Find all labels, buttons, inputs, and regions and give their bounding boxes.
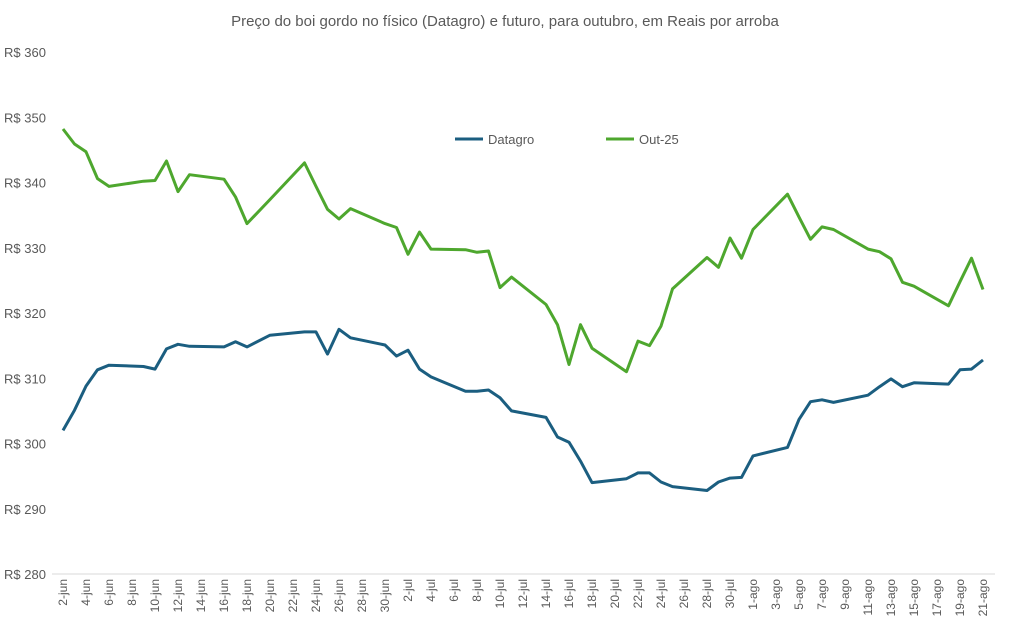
- legend: Datagro Out-25: [455, 132, 679, 147]
- legend-item-out25: Out-25: [606, 132, 679, 147]
- x-tick-label: 30-jul: [723, 579, 737, 608]
- x-tick-label: 4-jun: [79, 579, 93, 606]
- x-tick-label: 18-jul: [585, 579, 599, 608]
- series-out-25: [61, 128, 985, 374]
- x-tick-label: 30-jun: [378, 579, 392, 612]
- x-tick-label: 14-jul: [539, 579, 553, 608]
- x-tick-label: 2-jun: [56, 579, 70, 606]
- x-tick-label: 6-jun: [102, 579, 116, 606]
- x-tick-label: 22-jul: [631, 579, 645, 608]
- x-tick-label: 12-jul: [516, 579, 530, 608]
- y-tick-label: R$ 290: [4, 502, 46, 517]
- x-tick-label: 26-jun: [332, 579, 346, 612]
- x-tick-label: 28-jun: [355, 579, 369, 612]
- x-tick-label: 28-jul: [700, 579, 714, 608]
- y-axis: R$ 280 R$ 290 R$ 300 R$ 310 R$ 320 R$ 330 R$ 3…: [4, 45, 46, 582]
- series-line: [61, 327, 984, 492]
- x-tick-label: 26-jul: [677, 579, 691, 608]
- y-tick-label: R$ 350: [4, 110, 46, 125]
- y-tick-label: R$ 340: [4, 176, 46, 191]
- y-tick-label: R$ 330: [4, 241, 46, 256]
- x-tick-label: 2-jul: [401, 579, 415, 602]
- x-tick-label: 12-jun: [171, 579, 185, 612]
- x-tick-label: 16-jun: [217, 579, 231, 612]
- x-tick-label: 8-jul: [470, 579, 484, 602]
- legend-label-datagro: Datagro: [488, 132, 534, 147]
- x-tick-label: 7-ago: [815, 579, 829, 610]
- x-tick-label: 4-jul: [424, 579, 438, 602]
- x-tick-label: 10-jul: [493, 579, 507, 608]
- x-axis: 2-jun 4-jun 6-jun 8-jun 10-jun 12-jun 14-jun 16…: [56, 579, 990, 617]
- y-tick-label: R$ 310: [4, 371, 46, 386]
- x-tick-label: 13-ago: [884, 579, 898, 617]
- x-tick-label: 3-ago: [769, 579, 783, 610]
- x-tick-label: 8-jun: [125, 579, 139, 606]
- x-tick-label: 18-jun: [240, 579, 254, 612]
- y-tick-label: R$ 280: [4, 567, 46, 582]
- x-tick-label: 11-ago: [861, 579, 875, 616]
- x-tick-label: 14-jun: [194, 579, 208, 612]
- x-tick-label: 6-jul: [447, 579, 461, 602]
- x-tick-label: 16-jul: [562, 579, 576, 608]
- series-datagro: [61, 327, 984, 492]
- y-tick-label: R$ 360: [4, 45, 46, 60]
- x-tick-label: 19-ago: [953, 579, 967, 617]
- y-tick-label: R$ 300: [4, 437, 46, 452]
- x-tick-label: 5-ago: [792, 579, 806, 610]
- x-tick-label: 21-ago: [976, 579, 990, 617]
- x-tick-label: 15-ago: [907, 579, 921, 617]
- legend-label-out25: Out-25: [639, 132, 679, 147]
- x-tick-label: 24-jul: [654, 579, 668, 608]
- chart-title: Preço do boi gordo no físico (Datagro) e…: [231, 13, 779, 30]
- plot-area: [61, 128, 985, 492]
- series-line: [61, 128, 985, 374]
- y-tick-label: R$ 320: [4, 306, 46, 321]
- x-tick-label: 24-jun: [309, 579, 323, 612]
- x-tick-label: 10-jun: [148, 579, 162, 612]
- legend-item-datagro: Datagro: [455, 132, 534, 147]
- x-tick-label: 22-jun: [286, 579, 300, 612]
- x-tick-label: 20-jun: [263, 579, 277, 612]
- x-tick-label: 17-ago: [930, 579, 944, 617]
- x-tick-label: 20-jul: [608, 579, 622, 608]
- x-tick-label: 1-ago: [746, 579, 760, 610]
- x-tick-label: 9-ago: [838, 579, 852, 610]
